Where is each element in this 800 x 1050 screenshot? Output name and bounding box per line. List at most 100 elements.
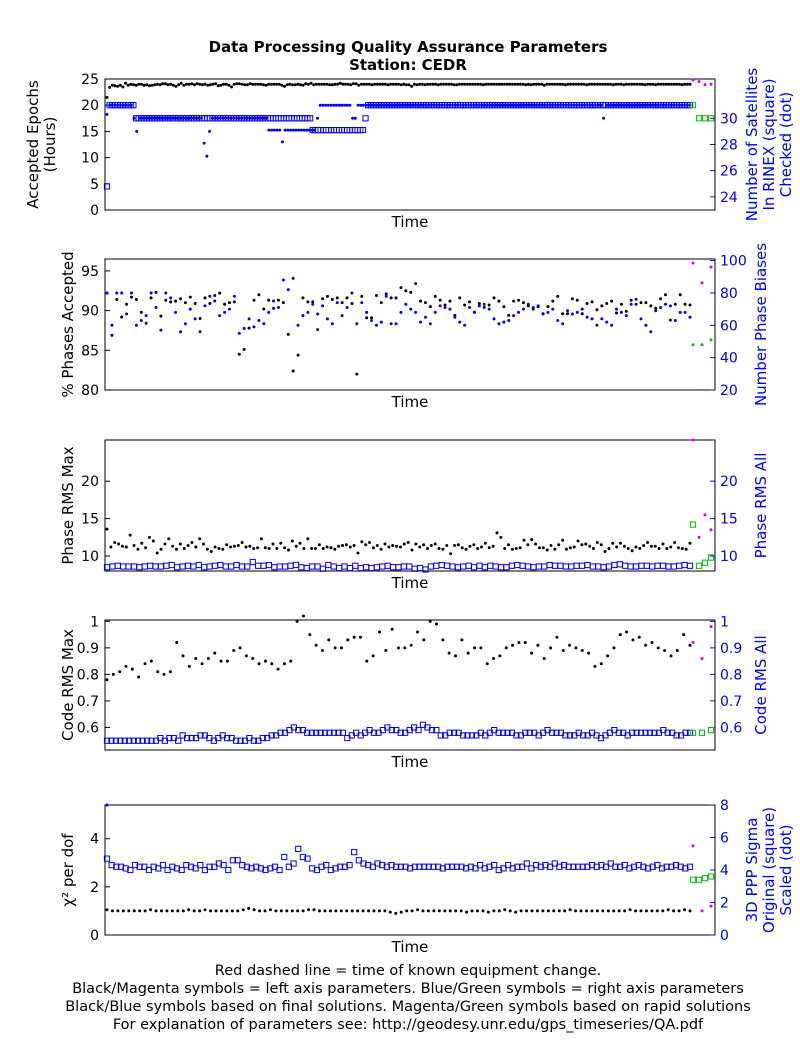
- data-point-square: [602, 863, 610, 870]
- data-point-dot: [221, 547, 225, 551]
- data-point-dot: [355, 372, 359, 376]
- data-point-dot: [653, 544, 657, 548]
- data-point-dot: [428, 305, 432, 309]
- data-point-square: [503, 564, 510, 571]
- data-point-dot: [643, 83, 647, 87]
- data-point-dot: [491, 103, 495, 107]
- data-point-dot: [615, 311, 619, 315]
- data-point-dot: [468, 82, 472, 86]
- data-point-square: [658, 865, 666, 872]
- data-point-dot: [129, 295, 133, 299]
- data-point-dot: [472, 310, 476, 314]
- data-point-dot: [680, 83, 684, 87]
- data-point-dot: [443, 909, 447, 913]
- data-point-square: [605, 563, 613, 570]
- data-point-dot: [200, 662, 204, 666]
- data-point-dot: [416, 908, 420, 912]
- data-point-square: [265, 561, 273, 569]
- data-point-dot: [510, 82, 514, 86]
- data-point-dot: [210, 116, 214, 120]
- data-point-dot: [465, 82, 469, 86]
- data-point-dot: [545, 548, 549, 552]
- data-point-dot: [217, 547, 221, 551]
- data-point-dot: [375, 544, 379, 548]
- data-point-dot: [115, 297, 119, 301]
- data-point-dot: [168, 670, 172, 674]
- data-point-dot: [444, 82, 448, 86]
- data-point-dot: [213, 294, 217, 298]
- data-point-square: [524, 563, 532, 570]
- right-tick-label: 30: [720, 111, 738, 127]
- data-point-dot: [365, 82, 369, 86]
- data-point-square: [470, 564, 478, 571]
- data-point-dot: [370, 83, 374, 87]
- data-point-square: [467, 863, 474, 870]
- data-point-dot: [267, 310, 271, 314]
- data-point-dot: [174, 547, 178, 551]
- right-tick-label: 80: [720, 286, 738, 302]
- data-point-dot: [397, 103, 400, 107]
- data-point-dot: [556, 294, 560, 298]
- data-point-square: [615, 729, 622, 736]
- data-point-dot: [410, 909, 414, 913]
- data-point-dot: [700, 281, 704, 285]
- data-point-square: [352, 562, 359, 569]
- data-point-dot: [263, 659, 267, 663]
- data-point-dot: [561, 103, 565, 107]
- data-point-dot: [321, 103, 325, 107]
- data-point-square: [449, 863, 456, 870]
- data-point-dot: [286, 548, 290, 552]
- data-point-dot: [537, 82, 541, 86]
- data-point-square: [130, 737, 137, 744]
- data-point-dot: [129, 103, 133, 107]
- data-point-dot: [182, 547, 186, 551]
- data-point-dot: [299, 128, 303, 132]
- data-point-dot: [566, 309, 570, 313]
- data-point-dot: [203, 908, 207, 912]
- data-point-square: [518, 863, 526, 870]
- data-point-dot: [521, 301, 525, 305]
- data-point-dot: [642, 544, 646, 548]
- data-point-dot: [503, 82, 506, 86]
- data-point-dot: [583, 103, 587, 107]
- data-point-dot: [387, 545, 391, 549]
- data-point-dot: [305, 128, 309, 132]
- data-point-dot: [304, 82, 308, 86]
- data-point-dot: [588, 544, 592, 548]
- data-point-dot: [669, 82, 673, 86]
- data-point-dot: [542, 83, 546, 87]
- data-point-dot: [709, 265, 713, 269]
- data-point-dot: [428, 82, 432, 86]
- data-point-square: [425, 863, 432, 870]
- data-point-dot: [623, 103, 627, 107]
- data-point-dot: [577, 103, 581, 107]
- data-point-dot: [170, 909, 174, 913]
- panel-4: 0.6 0.7 0.8 0.9 1 0.6 0.7 0.8 0.9 1 Time Code RMS M…: [59, 614, 770, 771]
- data-point-dot: [431, 82, 435, 86]
- data-point-dot: [371, 654, 375, 658]
- data-point-dot: [370, 318, 374, 322]
- data-point-square: [379, 862, 386, 869]
- data-point-dot: [437, 103, 441, 107]
- data-point-dot: [335, 301, 339, 305]
- data-point-dot: [214, 82, 218, 86]
- data-point-dot: [252, 298, 256, 302]
- data-point-square: [295, 727, 302, 734]
- data-point-dot: [389, 322, 393, 326]
- data-point-dot: [558, 103, 562, 107]
- data-point-dot: [267, 82, 271, 86]
- data-point-dot: [142, 83, 146, 87]
- data-point-dot: [448, 909, 452, 913]
- data-point-dot: [137, 82, 141, 86]
- data-point-dot: [428, 619, 432, 623]
- data-point-square: [192, 865, 199, 872]
- data-point-dot: [143, 909, 147, 913]
- data-point-dot: [675, 82, 679, 86]
- data-point-dot: [118, 103, 122, 107]
- data-point-dot: [580, 103, 584, 107]
- data-point-square: [689, 102, 697, 109]
- data-point-dot: [535, 909, 539, 913]
- data-point-dot: [619, 302, 623, 306]
- data-point-square: [635, 862, 642, 869]
- left-tick-label: 10: [81, 549, 99, 565]
